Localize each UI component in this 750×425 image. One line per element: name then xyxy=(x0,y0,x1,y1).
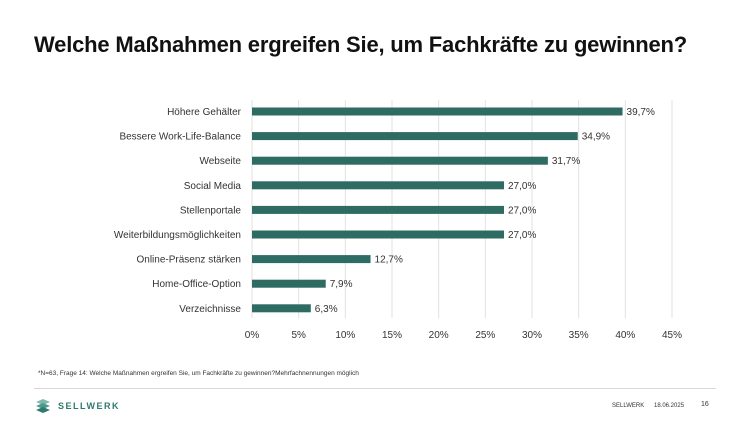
value-label: 27,0% xyxy=(508,205,536,216)
bar xyxy=(252,181,504,190)
category-label: Online-Präsenz stärken xyxy=(137,255,242,266)
category-label: Home-Office-Option xyxy=(152,279,241,290)
footer-brand: SELLWERK xyxy=(612,403,645,409)
x-tick-label: 20% xyxy=(429,330,449,341)
category-label: Webseite xyxy=(199,156,241,167)
footnote: *N=63, Frage 14: Welche Maßnahmen ergrei… xyxy=(38,370,359,377)
x-tick-label: 25% xyxy=(475,330,495,341)
value-label: 6,3% xyxy=(315,304,338,315)
bar xyxy=(252,304,311,313)
chart-title: Welche Maßnahmen ergreifen Sie, um Fachk… xyxy=(34,32,688,57)
category-label: Weiterbildungsmöglichkeiten xyxy=(114,230,241,241)
bar xyxy=(252,230,504,239)
page-number: 16 xyxy=(701,401,709,408)
bar xyxy=(252,205,504,214)
bar xyxy=(252,255,371,264)
x-tick-label: 15% xyxy=(382,330,402,341)
value-label: 31,7% xyxy=(552,156,580,167)
category-label: Social Media xyxy=(184,181,242,192)
value-label: 12,7% xyxy=(375,255,403,266)
value-label: 39,7% xyxy=(627,107,655,118)
bar xyxy=(252,279,326,288)
category-label: Stellenportale xyxy=(180,205,242,216)
bar xyxy=(252,107,623,116)
x-tick-label: 5% xyxy=(291,330,306,341)
value-label: 27,0% xyxy=(508,181,536,192)
category-label: Verzeichnisse xyxy=(179,304,241,315)
x-tick-label: 0% xyxy=(245,330,260,341)
x-tick-label: 10% xyxy=(335,330,355,341)
value-label: 27,0% xyxy=(508,230,536,241)
footer-date: 18.06.2025 xyxy=(654,403,685,409)
bar xyxy=(252,132,578,141)
x-tick-label: 40% xyxy=(615,330,635,341)
category-label: Bessere Work-Life-Balance xyxy=(119,132,241,143)
category-label: Höhere Gehälter xyxy=(167,107,242,118)
value-label: 7,9% xyxy=(330,279,353,290)
x-tick-label: 45% xyxy=(662,330,682,341)
x-tick-label: 35% xyxy=(569,330,589,341)
sellwerk-logo-icon xyxy=(36,399,50,413)
footer-divider xyxy=(34,388,716,389)
logo-text: SELLWERK xyxy=(58,401,121,411)
x-tick-label: 30% xyxy=(522,330,542,341)
bar xyxy=(252,156,548,165)
sellwerk-logo: SELLWERK xyxy=(34,396,120,416)
value-label: 34,9% xyxy=(582,132,610,143)
